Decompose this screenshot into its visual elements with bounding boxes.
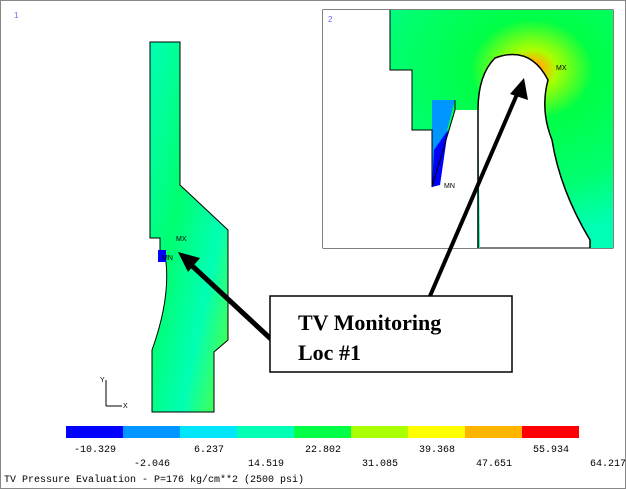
legend-label: 22.802	[305, 445, 341, 456]
legend-band	[123, 426, 180, 438]
legend-label: 64.217	[590, 459, 626, 470]
legend-label: 14.519	[248, 459, 284, 470]
max-label: MX	[176, 236, 187, 243]
screenshot: 1 MX MN Y X 2 MX MN TV Monitoring Loc #1…	[0, 0, 626, 489]
min-label: MN	[162, 255, 173, 262]
callout-text: Loc #1	[298, 340, 361, 365]
legend-band	[522, 426, 579, 438]
legend-band	[180, 426, 237, 438]
legend-label: 31.085	[362, 459, 398, 470]
legend-band	[294, 426, 351, 438]
axis-x-label: X	[123, 403, 128, 410]
legend-label: 55.934	[533, 445, 569, 456]
viewport-label: 2	[328, 15, 333, 24]
legend-band	[408, 426, 465, 438]
legend-band	[465, 426, 522, 438]
max-label: MX	[556, 65, 567, 72]
legend-label: 47.651	[476, 459, 512, 470]
min-label: MN	[444, 183, 455, 190]
legend-label: 39.368	[419, 445, 455, 456]
legend-band	[66, 426, 123, 438]
callout-text: TV Monitoring	[298, 310, 441, 335]
legend-label: -10.329	[74, 445, 116, 456]
footer: TV Pressure Evaluation - P=176 kg/cm**2 …	[4, 474, 304, 486]
axis-y-label: Y	[100, 377, 105, 384]
legend-band	[237, 426, 294, 438]
legend-band	[351, 426, 408, 438]
legend-label: -2.046	[134, 459, 170, 470]
legend-label: 6.237	[194, 445, 224, 456]
viewport-label: 1	[14, 11, 19, 20]
